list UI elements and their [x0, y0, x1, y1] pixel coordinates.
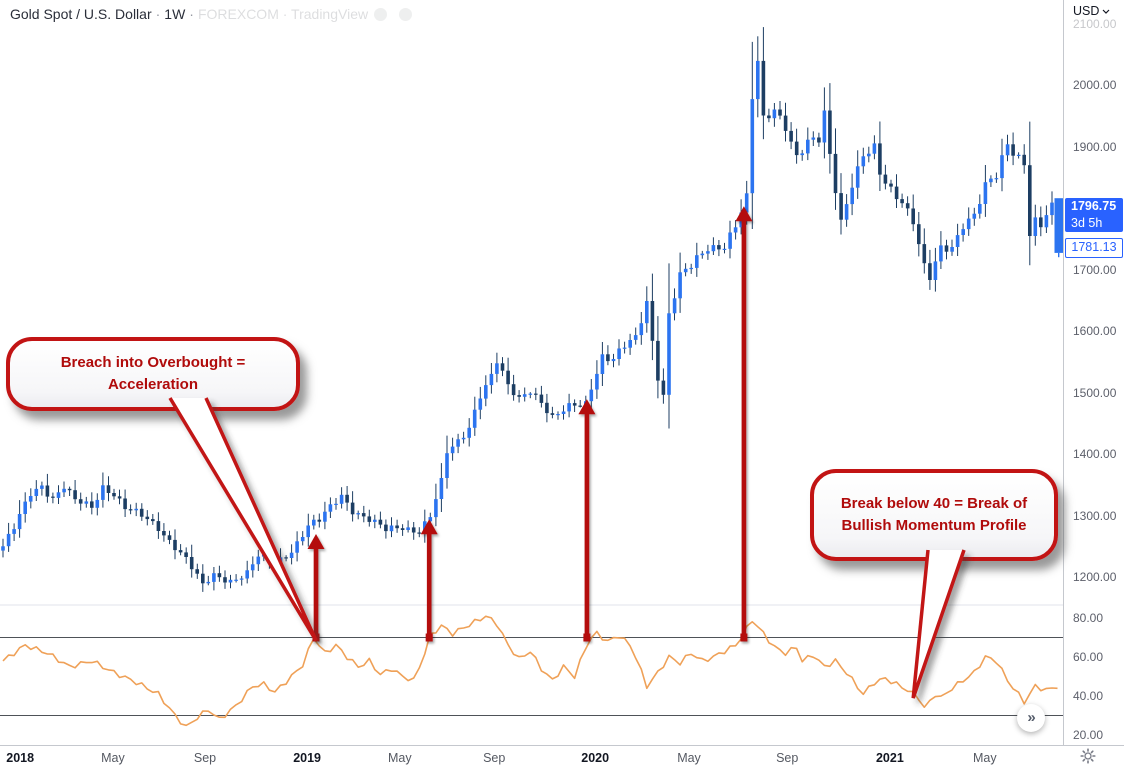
- time-tick: 2019: [293, 751, 321, 765]
- rsi-tick: 40.00: [1073, 689, 1104, 703]
- price-tick: 1600.00: [1073, 324, 1117, 338]
- callout-overbought[interactable]: Breach into Overbought = Acceleration: [6, 337, 300, 411]
- secondary-price-label: 1781.13: [1065, 238, 1123, 258]
- bar-countdown: 3d 5h: [1071, 216, 1103, 230]
- price-axis[interactable]: USD 2100.00 2000.00 1900.00 1700.00 1600.00 1…: [1063, 0, 1124, 768]
- exchange-source-label: FOREXCOM · TradingView: [197, 6, 369, 22]
- price-tick: 2000.00: [1073, 78, 1117, 92]
- time-tick: 2018: [6, 751, 35, 765]
- double-chevron-right-icon: »: [1027, 708, 1036, 726]
- currency-label: USD: [1073, 4, 1100, 18]
- price-tick: 1400.00: [1073, 447, 1117, 461]
- time-tick: May: [387, 751, 412, 765]
- rsi-tick: 60.00: [1073, 650, 1104, 664]
- legend-separator: ·: [155, 6, 161, 22]
- chart-legend[interactable]: Gold Spot / U.S. Dollar · 1W · FOREXCOM · Tr…: [10, 6, 418, 22]
- last-price-value: 1796.75: [1071, 199, 1117, 213]
- main-chart-canvas[interactable]: [0, 0, 1063, 745]
- chevron-down-icon: [1102, 9, 1110, 14]
- callout-break-40[interactable]: Break below 40 = Break of Bullish Moment…: [810, 469, 1058, 561]
- currency-selector[interactable]: USD: [1073, 4, 1110, 18]
- price-tick: 1900.00: [1073, 139, 1117, 154]
- faded-icon: [399, 8, 413, 21]
- price-tick: 1700.00: [1073, 262, 1117, 277]
- time-tick: 2020: [581, 751, 610, 765]
- price-tick: 1500.00: [1073, 385, 1117, 400]
- time-tick: 2021: [875, 751, 904, 765]
- time-tick: May: [677, 751, 701, 765]
- legend-separator-2: ·: [189, 6, 194, 22]
- faded-icon: [374, 8, 388, 21]
- time-tick: May: [972, 751, 997, 765]
- time-axis[interactable]: 2018 May Sep 2019 May Sep 2020 May Sep 2021 May: [0, 745, 1124, 768]
- price-tick: 1200.00: [1073, 570, 1117, 584]
- rsi-tick: 20.00: [1073, 728, 1104, 742]
- price-tick: 2100.00: [1073, 16, 1117, 31]
- symbol-title[interactable]: Gold Spot / U.S. Dollar: [10, 6, 152, 22]
- last-price-badge: 1796.75 3d 5h: [1065, 198, 1123, 232]
- time-tick: Sep: [776, 751, 799, 765]
- callout-break-40-text: Break below 40 = Break of Bullish Moment…: [840, 495, 1028, 534]
- gear-icon[interactable]: [1080, 748, 1100, 766]
- time-tick: Sep: [483, 751, 506, 765]
- expand-pane-button[interactable]: »: [1017, 704, 1045, 732]
- rsi-tick: 80.00: [1073, 611, 1104, 625]
- time-tick: Sep: [193, 751, 217, 765]
- price-tick: 1300.00: [1073, 508, 1117, 523]
- callout-overbought-text: Breach into Overbought = Acceleration: [60, 354, 246, 393]
- time-tick: May: [101, 751, 125, 765]
- interval-label[interactable]: 1W: [164, 6, 186, 22]
